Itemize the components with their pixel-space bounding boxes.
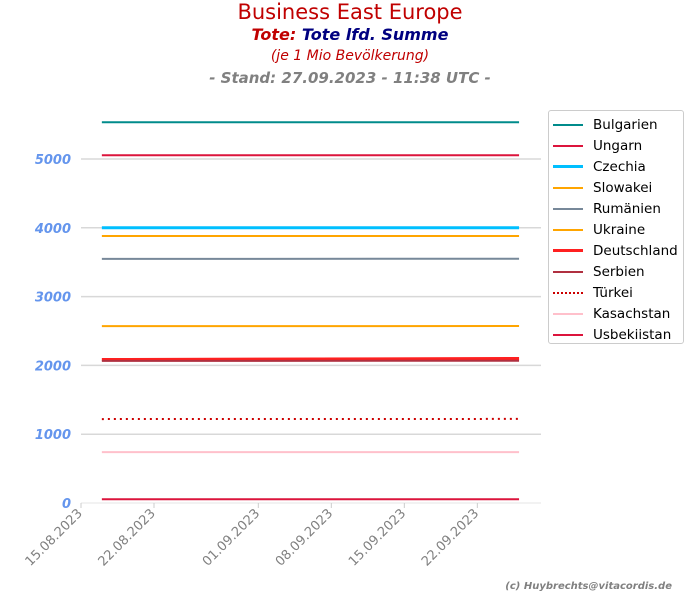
legend: Bulgarien Ungarn Czechia Slowakei Rumänien Uk… bbox=[548, 110, 684, 344]
series-line-deutschland bbox=[101, 357, 520, 362]
x-tick-label: 15.09.2023 bbox=[346, 506, 409, 569]
legend-swatch bbox=[553, 333, 583, 336]
legend-label: Czechia bbox=[593, 158, 646, 175]
legend-item: Deutschland bbox=[549, 240, 683, 261]
legend-item: Türkei bbox=[549, 282, 683, 303]
legend-swatch bbox=[553, 228, 583, 231]
y-tick-label: 3000 bbox=[35, 291, 71, 306]
legend-swatch bbox=[553, 165, 583, 168]
timestamp: - Stand: 27.09.2023 - 11:38 UTC - bbox=[209, 69, 491, 87]
legend-swatch bbox=[553, 186, 583, 189]
legend-item: Czechia bbox=[549, 156, 683, 177]
legend-label: Usbekiistan bbox=[593, 326, 672, 343]
legend-label: Rumänien bbox=[593, 200, 661, 217]
legend-item: Bulgarien bbox=[549, 114, 683, 135]
legend-swatch bbox=[553, 249, 583, 252]
x-tick-label: 15.08.2023 bbox=[23, 506, 86, 569]
legend-item: Serbien bbox=[549, 261, 683, 282]
y-tick-label: 4000 bbox=[34, 222, 71, 237]
y-tick-label: 5000 bbox=[35, 153, 71, 168]
x-tick-label: 22.08.2023 bbox=[96, 506, 159, 569]
legend-swatch bbox=[553, 291, 583, 294]
chart-subtitle: Tote: Tote lfd. Summe bbox=[0, 25, 700, 44]
legend-item: Slowakei bbox=[549, 177, 683, 198]
subtitle-main: Tote lfd. Summe bbox=[301, 25, 449, 44]
legend-swatch bbox=[553, 144, 583, 147]
legend-item: Ungarn bbox=[549, 135, 683, 156]
legend-label: Bulgarien bbox=[593, 116, 658, 133]
chart-subtitle-2: (je 1 Mio Bevölkerung) bbox=[270, 48, 430, 64]
legend-item: Kasachstan bbox=[549, 303, 683, 324]
credit: (c) Huybrechts@vitacordis.de bbox=[505, 581, 672, 592]
y-tick-label: 1000 bbox=[35, 428, 71, 443]
y-tick-label: 2000 bbox=[35, 359, 71, 374]
legend-swatch bbox=[553, 207, 583, 210]
legend-label: Serbien bbox=[593, 263, 645, 280]
legend-item: Rumänien bbox=[549, 198, 683, 219]
legend-item: Ukraine bbox=[549, 219, 683, 240]
legend-label: Deutschland bbox=[593, 242, 678, 259]
chart-title: Business East Europe bbox=[237, 0, 463, 24]
legend-item: Usbekiistan bbox=[549, 324, 683, 345]
legend-label: Kasachstan bbox=[593, 305, 671, 322]
x-tick-label: 08.09.2023 bbox=[273, 506, 336, 569]
legend-label: Türkei bbox=[593, 284, 633, 301]
legend-swatch bbox=[553, 123, 583, 126]
legend-label: Slowakei bbox=[593, 179, 653, 196]
x-tick-label: 22.09.2023 bbox=[419, 506, 482, 569]
legend-label: Ukraine bbox=[593, 221, 646, 238]
subtitle-prefix: Tote: bbox=[251, 25, 297, 44]
x-tick-label: 01.09.2023 bbox=[200, 506, 263, 569]
legend-swatch bbox=[553, 312, 583, 315]
legend-label: Ungarn bbox=[593, 137, 643, 154]
legend-swatch bbox=[553, 270, 583, 273]
y-tick-label: 0 bbox=[62, 497, 71, 512]
